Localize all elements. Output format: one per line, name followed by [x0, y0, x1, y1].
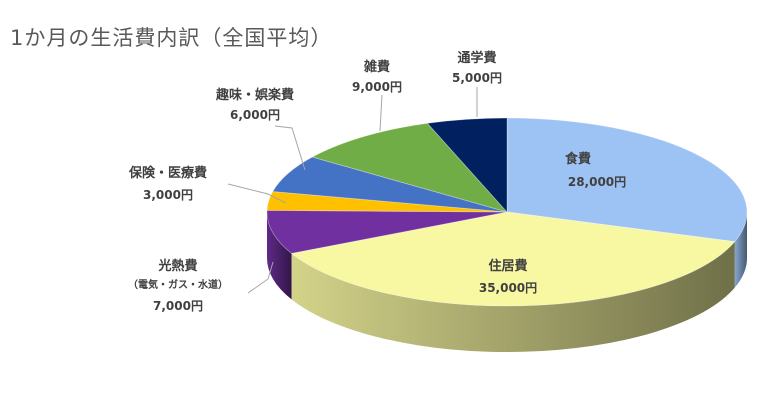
- slice-value-6: 5,000円: [452, 71, 502, 85]
- slice-value-1: 35,000円: [479, 281, 537, 295]
- slice-value-5: 9,000円: [352, 80, 402, 94]
- pie-slice-2: [266, 210, 508, 254]
- pie-slice-0: [506, 117, 748, 243]
- chart-title: 1か月の生活費内訳（全国平均）: [10, 26, 333, 50]
- pie-side-2: [267, 212, 292, 300]
- slice-label-2: 光熱費: [157, 258, 197, 274]
- pie-slice-6: [426, 117, 508, 214]
- leader-line-3: [227, 183, 287, 204]
- slice-value-2: 7,000円: [153, 299, 203, 313]
- pie-side-1: [291, 241, 735, 353]
- leader-line-5: [379, 94, 383, 132]
- slice-label-5: 雑費: [363, 59, 390, 75]
- slice-value-4: 6,000円: [230, 108, 280, 122]
- leader-lines: [227, 87, 478, 294]
- pie-slices: [266, 117, 748, 307]
- pie-slice-3: [266, 191, 508, 213]
- slice-label-1: 住居費: [488, 258, 527, 274]
- pie-side-walls: [267, 212, 747, 353]
- pie-side-0: [734, 212, 747, 288]
- leader-line-4: [274, 125, 306, 171]
- slice-sublabel-2: （電気・ガス・水道）: [128, 278, 228, 291]
- pie-slice-1: [290, 211, 736, 307]
- leader-line-2: [247, 261, 274, 294]
- slice-label-0: 食費: [565, 151, 591, 167]
- slice-label-6: 通学費: [457, 50, 496, 66]
- slice-value-3: 3,000円: [143, 188, 193, 202]
- slice-label-3: 保険・医療費: [128, 165, 207, 181]
- pie-slice-4: [272, 156, 508, 213]
- slice-value-0: 28,000円: [568, 175, 626, 189]
- pie-slice-5: [311, 122, 509, 213]
- slice-label-4: 趣味・娯楽費: [215, 87, 294, 103]
